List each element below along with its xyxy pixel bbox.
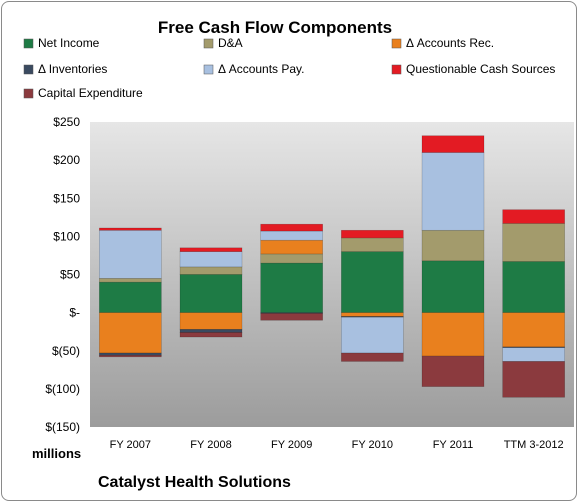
- legend-label-net-income: Net Income: [38, 36, 100, 50]
- bar-danda-fy-2009: [260, 253, 323, 264]
- bar-delta-accounts-pay-fy-2008: [179, 251, 243, 268]
- x-tick-label: FY 2007: [110, 439, 151, 451]
- bar-delta-accounts-rec-fy-2009: [260, 239, 323, 255]
- bar-capital-expenditure-ttm-3-2012: [502, 361, 565, 398]
- bars: [99, 135, 565, 398]
- x-tick-label: TTM 3-2012: [504, 439, 564, 451]
- y-tick-label: $-: [69, 306, 80, 320]
- bar-capital-expenditure-fy-2011: [421, 355, 485, 387]
- bar-danda-fy-2010: [341, 237, 404, 252]
- bar-delta-accounts-pay-fy-2009: [260, 230, 323, 241]
- bar-delta-accounts-pay-ttm-3-2012: [502, 347, 565, 362]
- y-tick-label: $(150): [45, 420, 80, 434]
- legend-swatch-delta-inventories: [23, 64, 34, 75]
- bar-delta-accounts-rec-ttm-3-2012: [502, 312, 565, 348]
- y-tick-label: $100: [53, 229, 80, 243]
- bar-questionable-cash-sources-fy-2007: [99, 227, 162, 231]
- bar-delta-accounts-pay-fy-2011: [421, 152, 485, 231]
- y-tick-label: $(100): [45, 382, 80, 396]
- legend-label-capital-expenditure: Capital Expenditure: [38, 86, 143, 100]
- bar-delta-accounts-rec-fy-2011: [421, 312, 485, 357]
- bar-net-income-fy-2009: [260, 262, 323, 313]
- bar-capital-expenditure-fy-2010: [341, 352, 404, 362]
- y-axis: $(150) $(100) $(50) $- $50 $100 $150 $200 $250: [45, 115, 80, 434]
- bar-capital-expenditure-fy-2008: [179, 332, 243, 338]
- bar-net-income-fy-2011: [421, 260, 485, 313]
- y-tick-label: $250: [53, 115, 80, 129]
- bar-net-income-fy-2007: [99, 281, 162, 313]
- bar-questionable-cash-sources-fy-2010: [341, 229, 404, 239]
- bar-danda-fy-2011: [421, 229, 485, 262]
- legend-label-questionable-cash-sources: Questionable Cash Sources: [406, 62, 555, 76]
- x-tick-label: FY 2008: [190, 439, 231, 451]
- y-tick-label: $(50): [52, 344, 80, 358]
- bar-delta-accounts-pay-fy-2010: [341, 316, 404, 354]
- bar-danda-ttm-3-2012: [502, 223, 565, 262]
- bar-capital-expenditure-fy-2007: [99, 355, 162, 358]
- bar-danda-fy-2008: [179, 266, 243, 275]
- y-tick-label: $200: [53, 153, 80, 167]
- legend-swatch-capital-expenditure: [23, 88, 34, 99]
- y-tick-label: $150: [53, 191, 80, 205]
- bar-delta-accounts-pay-fy-2007: [99, 229, 162, 279]
- legend-label-delta-accounts-rec: Δ Accounts Rec.: [406, 36, 494, 50]
- legend: Net Income D&A Δ Accounts Rec. Δ Inventorie…: [23, 36, 555, 100]
- y-axis-units: millions: [32, 446, 81, 461]
- legend-swatch-questionable-cash-sources: [391, 64, 402, 75]
- bar-net-income-ttm-3-2012: [502, 261, 565, 313]
- bar-delta-inventories-fy-2008: [179, 329, 243, 333]
- x-tick-label: FY 2010: [352, 439, 393, 451]
- legend-label-delta-accounts-pay: Δ Accounts Pay.: [218, 62, 305, 76]
- bar-capital-expenditure-fy-2009: [260, 313, 323, 321]
- bar-delta-accounts-rec-fy-2010: [341, 312, 404, 317]
- bar-questionable-cash-sources-fy-2009: [260, 223, 323, 232]
- bar-net-income-fy-2008: [179, 274, 243, 313]
- legend-swatch-danda: [203, 38, 214, 49]
- y-tick-label: $50: [60, 268, 80, 282]
- bar-questionable-cash-sources-ttm-3-2012: [502, 209, 565, 224]
- legend-swatch-delta-accounts-pay: [203, 64, 214, 75]
- bar-delta-accounts-rec-fy-2007: [99, 312, 162, 354]
- x-axis: FY 2007 FY 2008 FY 2009 FY 2010 FY 2011 TTM 3…: [110, 439, 564, 451]
- legend-label-danda: D&A: [218, 36, 243, 50]
- company-name: Catalyst Health Solutions: [98, 474, 291, 491]
- bar-questionable-cash-sources-fy-2008: [179, 247, 243, 252]
- bar-delta-accounts-rec-fy-2008: [179, 312, 243, 330]
- legend-swatch-delta-accounts-rec: [391, 38, 402, 49]
- x-tick-label: FY 2011: [433, 439, 474, 451]
- chart-title: Free Cash Flow Components: [158, 18, 392, 37]
- bar-net-income-fy-2010: [341, 251, 404, 313]
- plot-area: [90, 122, 574, 427]
- legend-label-delta-inventories: Δ Inventories: [38, 62, 107, 76]
- x-tick-label: FY 2009: [271, 439, 312, 451]
- legend-swatch-net-income: [23, 38, 34, 49]
- bar-questionable-cash-sources-fy-2011: [421, 135, 485, 153]
- bar-danda-fy-2007: [99, 278, 162, 283]
- bar-delta-inventories-fy-2007: [99, 352, 162, 356]
